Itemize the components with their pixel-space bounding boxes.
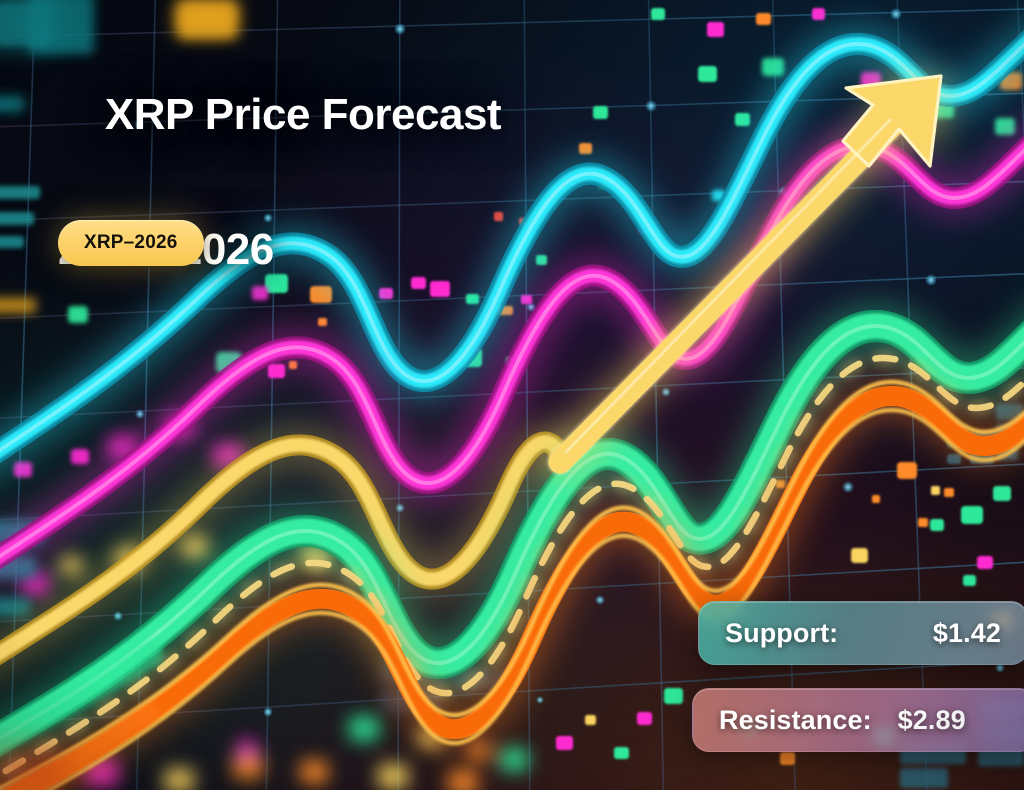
support-value: $1.42 bbox=[932, 617, 1001, 648]
page-title: XRP Price Forecast 2025–2026 bbox=[58, 48, 502, 362]
page-title-line1: XRP Price Forecast bbox=[104, 89, 502, 139]
support-level-badge[interactable]: Support: $1.42 bbox=[698, 601, 1024, 665]
asset-tag-label: XRP–2026 bbox=[84, 232, 178, 253]
resistance-level-badge[interactable]: Resistance: $2.89 bbox=[692, 688, 1024, 752]
asset-tag-badge[interactable]: XRP–2026 bbox=[58, 220, 204, 266]
resistance-value: $2.89 bbox=[897, 704, 966, 735]
support-label: Support: bbox=[725, 617, 839, 648]
resistance-label: Resistance: bbox=[719, 704, 872, 735]
